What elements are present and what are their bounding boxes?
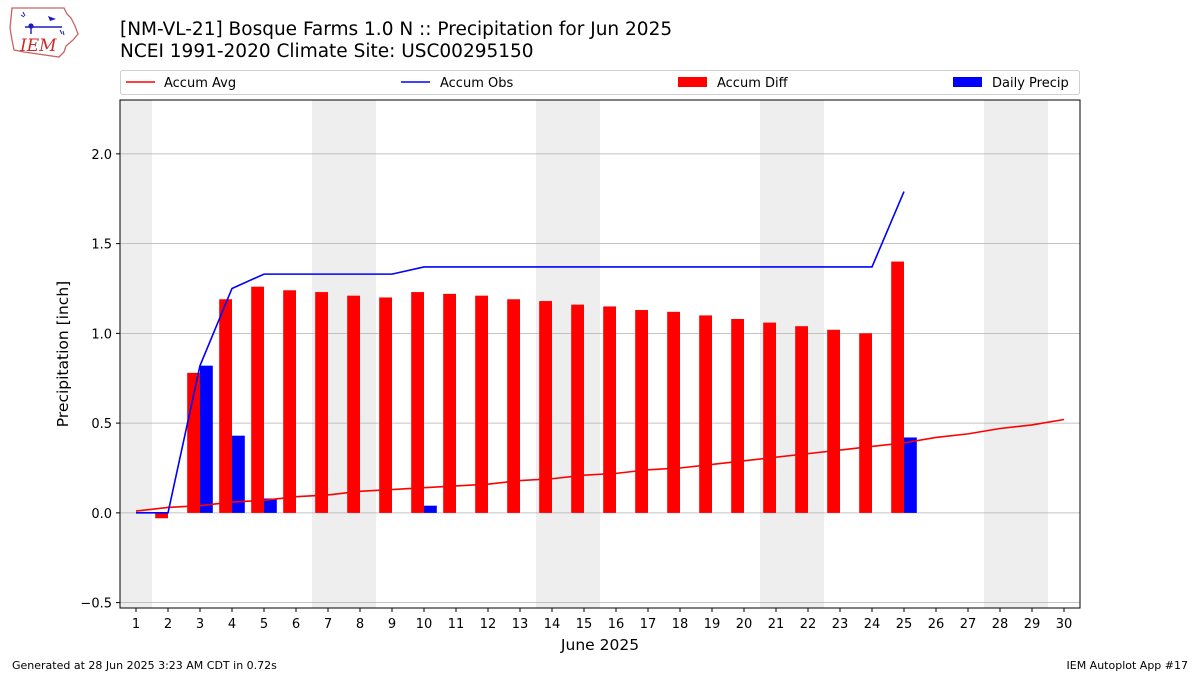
iem-logo: IEM — [9, 7, 79, 58]
weekend-band-day-28 — [984, 100, 1016, 608]
daily-precip-bar-day-5 — [264, 498, 277, 513]
x-tick-label-25: 25 — [896, 617, 913, 632]
daily-precip-bar-day-4 — [232, 435, 245, 513]
accum-diff-bar-day-5 — [251, 286, 264, 513]
legend-label-daily-precip: Daily Precip — [992, 76, 1069, 91]
legend-item-accum-avg: Accum Avg — [126, 76, 236, 91]
accum-diff-bar-day-11 — [443, 293, 456, 513]
x-tick-label-19: 19 — [704, 617, 721, 632]
accum-diff-bar-day-14 — [539, 301, 552, 513]
generated-timestamp: Generated at 28 Jun 2025 3:23 AM CDT in … — [12, 659, 277, 672]
accum-diff-bar-day-25 — [891, 261, 904, 513]
weekend-band-day-1 — [120, 100, 152, 608]
legend-item-accum-diff: Accum Diff — [678, 76, 789, 91]
x-tick-label-16: 16 — [608, 617, 625, 632]
x-tick-label-29: 29 — [1024, 617, 1041, 632]
x-tick-label-9: 9 — [388, 617, 396, 632]
daily-precip-bar-day-25 — [904, 437, 917, 513]
x-tick-label-8: 8 — [356, 617, 364, 632]
x-tick-label-17: 17 — [640, 617, 657, 632]
y-gridlines — [120, 153, 1080, 604]
accum-diff-bar-day-6 — [283, 290, 296, 513]
x-tick-label-1: 1 — [132, 617, 140, 632]
x-tick-label-12: 12 — [480, 617, 497, 632]
accum-diff-bar-day-8 — [347, 295, 360, 513]
legend-label-accum-avg: Accum Avg — [164, 76, 236, 91]
accum-diff-bar-day-7 — [315, 292, 328, 513]
x-tick-label-10: 10 — [416, 617, 433, 632]
chart-subtitle: NCEI 1991-2020 Climate Site: USC00295150 — [120, 41, 534, 62]
y-axis-label: Precipitation [inch] — [54, 281, 72, 427]
x-tick-label-2: 2 — [164, 617, 172, 632]
chart-title: [NM-VL-21] Bosque Farms 1.0 N :: Precipi… — [120, 19, 672, 40]
x-tick-label-28: 28 — [992, 617, 1009, 632]
accum-diff-bar-day-10 — [411, 292, 424, 513]
accum-diff-bar-day-21 — [763, 322, 776, 513]
x-tick-label-14: 14 — [544, 617, 561, 632]
x-tick-label-5: 5 — [260, 617, 268, 632]
x-tick-label-15: 15 — [576, 617, 593, 632]
logo-text: IEM — [19, 36, 57, 56]
y-tick-label-0.5: 0.5 — [91, 417, 112, 432]
accum-diff-bar-day-20 — [731, 318, 744, 513]
accum-diff-bar-day-19 — [699, 315, 712, 513]
daily-precip-bar-day-3 — [200, 365, 213, 513]
accum-diff-bar-day-24 — [859, 333, 872, 513]
x-tick-label-27: 27 — [960, 617, 977, 632]
x-tick-label-4: 4 — [228, 617, 236, 632]
accum-diff-bar-day-4 — [219, 299, 232, 513]
accum-lines — [135, 191, 1065, 514]
x-tick-label-11: 11 — [448, 617, 465, 632]
x-tick-label-3: 3 — [196, 617, 204, 632]
y-tick-label-0: 0.0 — [91, 507, 112, 522]
accum-diff-bar-day-22 — [795, 326, 808, 513]
x-axis-label: June 2025 — [560, 636, 639, 654]
plot-frame — [119, 99, 1081, 609]
legend-item-daily-precip: Daily Precip — [953, 76, 1069, 91]
accum-diff-bar-day-23 — [827, 329, 840, 513]
y-axis: −0.5 0.0 0.5 1.0 1.5 2.0 — [80, 148, 120, 612]
x-tick-label-20: 20 — [736, 617, 753, 632]
x-tick-label-6: 6 — [292, 617, 300, 632]
accum-diff-bar-day-9 — [379, 297, 392, 513]
weekend-band-day-29 — [1016, 100, 1048, 608]
accum-diff-bar-day-18 — [667, 311, 680, 513]
y-tick-label-1.5: 1.5 — [91, 238, 112, 253]
accum-diff-bar-day-12 — [475, 295, 488, 513]
autoplot-app-label: IEM Autoplot App #17 — [1066, 659, 1189, 672]
accum-diff-bar-day-16 — [603, 306, 616, 513]
accum-obs-line — [136, 191, 905, 514]
x-tick-label-26: 26 — [928, 617, 945, 632]
x-tick-label-13: 13 — [512, 617, 529, 632]
legend-item-accum-obs: Accum Obs — [401, 76, 513, 91]
x-tick-label-7: 7 — [324, 617, 332, 632]
x-tick-label-24: 24 — [864, 617, 881, 632]
accum-diff-bar-day-2 — [155, 512, 168, 519]
y-tick-label-2: 2.0 — [91, 148, 112, 163]
daily-precip-bar-day-10 — [424, 505, 437, 513]
legend-label-accum-obs: Accum Obs — [440, 76, 513, 91]
accum-diff-bar-day-17 — [635, 310, 648, 513]
legend: Accum Avg Accum Obs Accum Diff Daily Pre… — [120, 70, 1080, 95]
x-axis: 1 2 3 4 5 6 7 8 9 10 11 12 13 14 15 16 17 18 19 20 21 22 23 24 2… — [132, 608, 1072, 632]
x-tick-label-23: 23 — [832, 617, 849, 632]
x-tick-label-18: 18 — [672, 617, 689, 632]
accum-diff-bar-day-15 — [571, 304, 584, 513]
legend-swatch-daily-precip — [953, 77, 982, 87]
x-tick-label-21: 21 — [768, 617, 785, 632]
y-tick-label-1: 1.0 — [91, 327, 112, 342]
legend-box — [120, 70, 1080, 95]
daily-precip-bars — [200, 365, 917, 513]
y-tick-label--0.5: −0.5 — [80, 597, 112, 612]
x-tick-label-30: 30 — [1056, 617, 1073, 632]
x-tick-label-22: 22 — [800, 617, 817, 632]
accum-diff-bar-day-13 — [507, 299, 520, 513]
legend-label-accum-diff: Accum Diff — [717, 76, 789, 91]
legend-swatch-accum-diff — [678, 77, 707, 87]
accum-avg-line — [135, 418, 1065, 512]
